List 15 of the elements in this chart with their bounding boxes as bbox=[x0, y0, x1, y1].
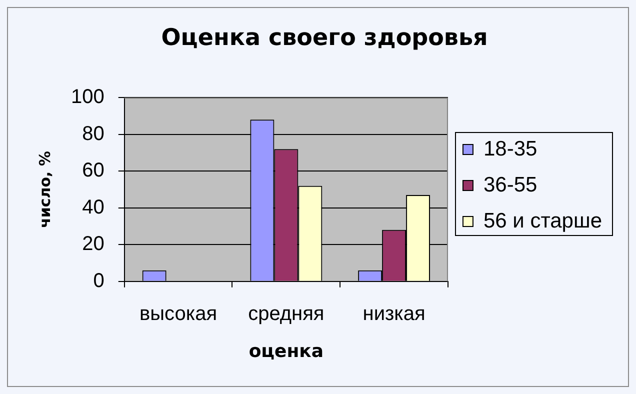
y-tick-label: 0 bbox=[93, 270, 104, 292]
y-tick-label: 80 bbox=[82, 122, 104, 145]
x-tick-label: средняя bbox=[248, 302, 324, 325]
y-tick-label: 40 bbox=[82, 196, 104, 218]
legend-label: 56 и старше bbox=[483, 209, 602, 232]
legend-label: 36-55 bbox=[483, 173, 538, 196]
x-axis-title: оценка bbox=[248, 340, 324, 362]
chart-title: Оценка своего здоровья bbox=[161, 24, 488, 51]
x-tick-label: низкая bbox=[362, 302, 426, 325]
y-axis-title: число, % bbox=[36, 151, 54, 228]
x-tick-label: высокая bbox=[140, 302, 218, 325]
y-tick-label: 20 bbox=[82, 233, 104, 256]
y-tick-label: 60 bbox=[82, 160, 104, 182]
legend-label: 18-35 bbox=[483, 137, 538, 160]
y-tick-label: 100 bbox=[70, 86, 104, 108]
